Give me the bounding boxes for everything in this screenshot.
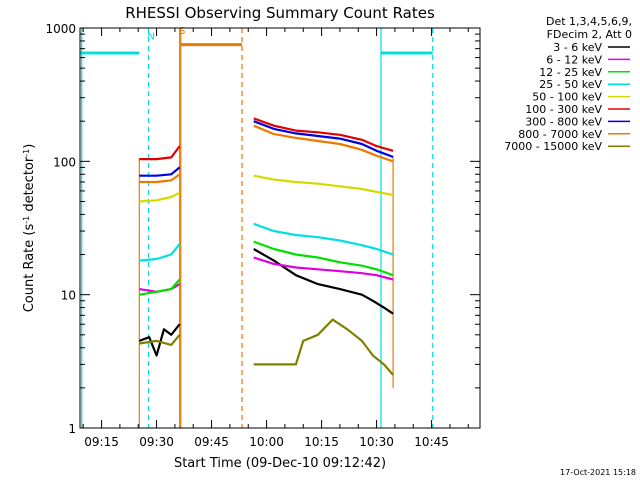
series-line-8-0 <box>139 334 181 346</box>
y-tick-label-0: 1 <box>68 422 76 436</box>
x-tick-label-5: 10:30 <box>359 435 394 449</box>
x-tick-label-2: 09:45 <box>194 435 229 449</box>
marker-label-n: N <box>147 31 154 42</box>
y-tick-label-3: 1000 <box>45 22 76 36</box>
x-tick-label-4: 10:15 <box>304 435 339 449</box>
legend-label-0: 3 - 6 keV <box>553 41 602 54</box>
series-line-3-1 <box>253 222 394 256</box>
x-tick-label-1: 09:30 <box>139 435 174 449</box>
legend: Det 1,3,4,5,6,9, FDecim 2, Att 0 3 - 6 k… <box>504 15 632 153</box>
plot-frame <box>79 27 481 429</box>
y-axis-label: Count Rate (s-1 detector-1) <box>22 144 38 313</box>
legend-label-2: 12 - 25 keV <box>539 66 602 79</box>
series-line-1-1 <box>253 256 394 281</box>
x-tick-label-3: 10:00 <box>249 435 284 449</box>
legend-label-1: 6 - 12 keV <box>546 53 602 66</box>
series-line-8-1 <box>253 318 394 376</box>
series-line-6-0 <box>139 166 181 177</box>
series-line-0-0 <box>138 323 181 357</box>
series-line-5-0 <box>139 145 181 161</box>
legend-label-7: 800 - 7000 keV <box>518 128 602 141</box>
series-line-3-0 <box>139 243 181 262</box>
series-line-6-1 <box>253 120 394 158</box>
y-tick-label-1: 10 <box>61 289 76 303</box>
legend-label-4: 50 - 100 keV <box>532 91 602 104</box>
series-line-5-1 <box>253 117 394 152</box>
series-line-7-1 <box>253 124 394 163</box>
x-axis-label: Start Time (09-Dec-10 09:12:42) <box>174 456 386 471</box>
legend-label-3: 25 - 50 keV <box>539 78 602 91</box>
x-tick-label-6: 10:45 <box>414 435 449 449</box>
legend-label-5: 100 - 300 keV <box>525 103 602 116</box>
legend-label-6: 300 - 800 keV <box>525 115 602 128</box>
legend-header-line-2: FDecim 2, Att 0 <box>547 28 632 41</box>
footer-date: 17-Oct-2021 15:18 <box>560 468 636 477</box>
series-line-2-0 <box>139 278 181 296</box>
chart-title: RHESSI Observing Summary Count Rates <box>125 4 435 22</box>
y-axis: 1 10 100 1000 <box>45 22 480 436</box>
series-line-7-0 <box>139 173 181 184</box>
legend-label-8: 7000 - 15000 keV <box>504 140 602 153</box>
marker-label-s: S <box>179 26 185 37</box>
series-line-4-0 <box>139 191 181 203</box>
x-axis: 09:15 09:30 09:45 10:00 10:15 10:30 10:45 <box>82 28 469 449</box>
series-line-2-1 <box>253 240 394 277</box>
legend-header-line-1: Det 1,3,4,5,6,9, <box>546 15 632 28</box>
y-tick-label-2: 100 <box>53 155 76 169</box>
x-tick-label-0: 09:15 <box>84 435 119 449</box>
series-line-4-1 <box>253 174 394 196</box>
